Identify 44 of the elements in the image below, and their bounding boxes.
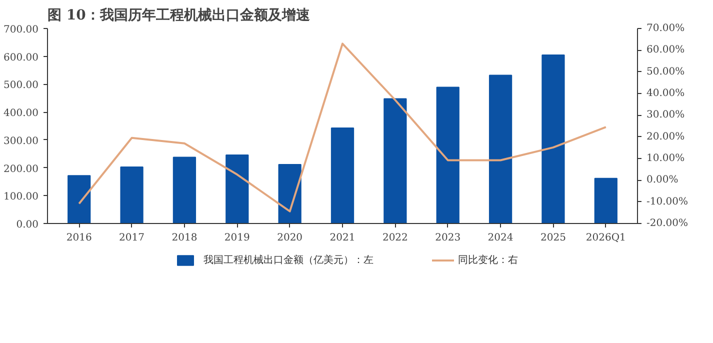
y2-tick-label: 40.00%	[646, 88, 685, 99]
x-tick-label: 2022	[382, 232, 408, 244]
chart-title: 图 10：我国历年工程机械出口金额及增速	[48, 6, 311, 24]
legend-label: 同比变化：右	[458, 254, 518, 266]
bar	[594, 178, 618, 224]
x-tick-label: 2024	[488, 232, 514, 244]
y2-tick-label: -20.00%	[646, 218, 688, 229]
y-tick-label: 300.00	[4, 136, 39, 147]
bar	[488, 74, 512, 224]
x-tick-label: 2025	[540, 232, 566, 244]
y-tick-label: 600.00	[4, 52, 39, 64]
bar	[436, 86, 460, 224]
x-tick-label: 2021	[330, 232, 356, 244]
y-tick-label: 400.00	[4, 108, 39, 120]
y2-tick-label: 30.00%	[646, 110, 685, 121]
x-tick-label: 2019	[224, 232, 250, 244]
y2-tick-label: 50.00%	[646, 66, 685, 78]
y2-tick-label: 10.00%	[646, 153, 685, 164]
y2-tick-label: 60.00%	[646, 44, 685, 56]
y2-tick-label: -10.00%	[646, 196, 688, 208]
bar	[384, 98, 407, 224]
y-tick-label: 700.00	[4, 24, 39, 36]
y-tick-label: 500.00	[4, 80, 39, 92]
y2-tick-label: 0.00%	[646, 174, 678, 186]
legend-label: 我国工程机械出口金额（亿美元）：左	[204, 254, 374, 266]
y-tick-label: 200.00	[4, 164, 39, 175]
bar	[120, 166, 144, 224]
x-tick-label: 2026Q1	[586, 232, 626, 244]
bar	[226, 154, 249, 224]
bar	[68, 175, 91, 224]
x-tick-label: 2020	[277, 232, 303, 244]
y2-tick-label: 20.00%	[646, 131, 685, 142]
bar	[278, 164, 302, 224]
bar	[330, 127, 354, 224]
bar	[542, 54, 565, 224]
x-tick-label: 2018	[172, 232, 198, 244]
line-series	[78, 42, 607, 212]
x-tick-label: 2016	[66, 232, 92, 244]
x-tick-label: 2017	[119, 232, 145, 244]
bar	[172, 156, 196, 224]
y-tick-label: 0.00	[16, 220, 38, 230]
y2-tick-label: 70.00%	[646, 23, 685, 34]
y-tick-label: 100.00	[4, 192, 39, 203]
x-tick-label: 2023	[435, 232, 461, 244]
